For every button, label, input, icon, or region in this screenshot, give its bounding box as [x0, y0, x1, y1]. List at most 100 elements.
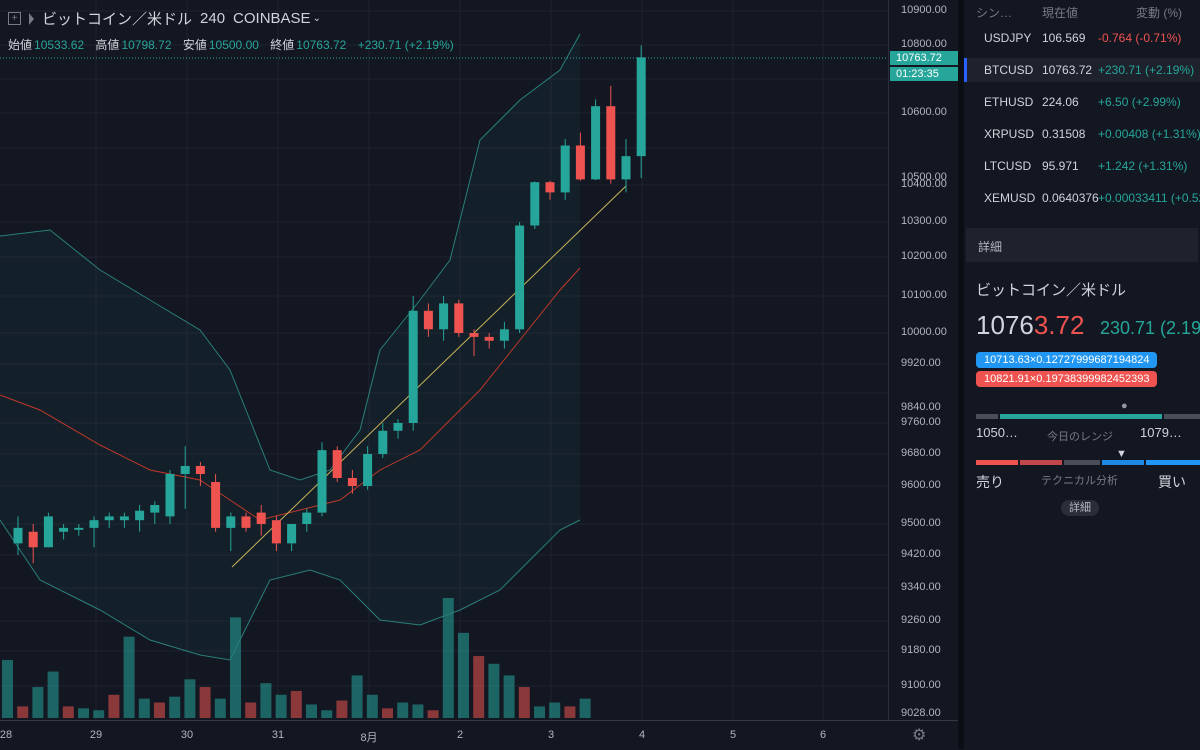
candle-body: [195, 466, 205, 474]
watchlist-row[interactable]: BTCUSD 10763.72 +230.71 (+2.19%): [964, 58, 1200, 82]
change-value: +230.71 (+2.19%): [357, 38, 454, 52]
close-value: 10763.72: [296, 38, 347, 52]
chart-pane[interactable]: + ビットコイン／米ドル 240 COINBASE ⌄ 始値 10533.62 高…: [0, 0, 888, 720]
close-label: 終値: [270, 38, 295, 52]
volume-bar: [260, 683, 272, 718]
volume-bar: [382, 708, 393, 718]
volume-bar: [93, 710, 105, 718]
last-price-tag: 10763.72: [890, 51, 958, 65]
volume-bar: [579, 698, 591, 718]
volume-bar: [534, 706, 545, 718]
watchlist-row[interactable]: LTCUSD 95.971 +1.242 (+1.31%): [964, 154, 1200, 178]
volume-bar: [199, 687, 211, 718]
volume-bar: [397, 702, 409, 718]
candle-body: [469, 333, 479, 337]
price-tick: 9680.00: [901, 447, 941, 459]
candle-body: [423, 310, 433, 330]
col-symbol[interactable]: シン…: [976, 6, 1013, 20]
details-button[interactable]: 詳細: [1061, 500, 1099, 516]
volume-bar: [184, 679, 196, 718]
candle-body: [347, 478, 357, 486]
panel-divider[interactable]: [958, 0, 964, 749]
price-tick: 10400.00: [901, 178, 947, 190]
tech-label: テクニカル分析: [1041, 475, 1118, 487]
chevron-down-icon[interactable]: ⌄: [312, 13, 321, 24]
time-label: 6: [819, 729, 827, 741]
candle-body: [180, 466, 190, 474]
open-label: 始値: [8, 38, 33, 52]
watchlist-row[interactable]: XRPUSD 0.31508 +0.00408 (+1.31%): [964, 122, 1200, 146]
volume-bar: [108, 694, 120, 718]
candle-body: [317, 450, 327, 513]
candle-body: [271, 520, 281, 544]
time-label: 2: [456, 729, 464, 741]
volume-bar: [214, 698, 226, 718]
flag-icon[interactable]: [29, 12, 34, 25]
candle-body: [408, 310, 418, 423]
exchange-label[interactable]: COINBASE: [233, 10, 311, 27]
price-tick: 9760.00: [901, 416, 941, 428]
low-value: 10500.00: [208, 38, 259, 52]
candle-body: [621, 156, 631, 180]
details-symbol-name: ビットコイン／米ドル: [976, 282, 1127, 299]
candle-body: [74, 527, 84, 530]
open-value: 10533.62: [34, 38, 85, 52]
low-label: 安値: [182, 38, 207, 52]
candle-body: [636, 57, 646, 157]
candle-body: [28, 531, 38, 548]
volume-bar: [169, 696, 181, 718]
watchlist-symbol: USDJPY: [984, 31, 1032, 45]
volume-bar: [78, 708, 89, 718]
details-header[interactable]: 詳細: [966, 228, 1198, 262]
time-label: 5: [729, 729, 737, 741]
col-change[interactable]: 変動 (%): [1136, 6, 1182, 20]
volume-bar: [290, 690, 302, 718]
symbol-title[interactable]: ビットコイン／米ドル: [42, 11, 193, 28]
ask-badge: 10821.91×0.19738399982452393: [976, 371, 1158, 387]
watchlist-row[interactable]: ETHUSD 224.06 +6.50 (+2.99%): [964, 90, 1200, 114]
price-tick: 10500.00: [901, 171, 947, 183]
watchlist-last: 95.971: [1042, 159, 1079, 173]
price-chart[interactable]: [0, 0, 888, 720]
price-tick: 10100.00: [901, 289, 947, 301]
bid-badge: 10713.63×0.12727999687194824: [976, 352, 1158, 368]
volume-bar: [336, 700, 348, 718]
price-tick: 10900.00: [901, 4, 947, 16]
candle-body: [135, 510, 145, 521]
plus-square-icon[interactable]: +: [8, 12, 21, 25]
candle-body: [287, 524, 297, 544]
range-label: 今日のレンジ: [1047, 431, 1113, 443]
volume-bar: [488, 663, 500, 718]
volume-bar: [154, 702, 165, 718]
time-axis[interactable]: ⚙ 28 29 30 31 8月 2 3 4 5 6: [0, 720, 958, 750]
candle-body: [119, 516, 129, 521]
gear-icon[interactable]: ⚙: [912, 727, 927, 744]
bollinger-fill: [0, 34, 580, 660]
details-change: 230.71 (2.19%): [1100, 318, 1200, 338]
watchlist-last: 106.569: [1042, 31, 1086, 45]
volume-bar: [2, 659, 13, 718]
price-tick: 9600.00: [901, 479, 941, 491]
trend-line: [231, 185, 627, 568]
volume-bar: [230, 617, 241, 718]
candle-body: [484, 336, 494, 341]
interval-label[interactable]: 240: [200, 10, 226, 27]
price-axis[interactable]: 10900.0010800.0010700.0010600.0010500.00…: [888, 0, 959, 720]
watchlist-row[interactable]: XEMUSD 0.0640376+0.00033411 (+0.52%): [964, 186, 1200, 210]
candle-body: [363, 454, 373, 486]
time-label: 3: [547, 729, 555, 741]
candle-body: [499, 329, 509, 341]
price-tick: 9840.00: [901, 401, 941, 413]
time-label: 4: [638, 729, 646, 741]
watchlist-row[interactable]: USDJPY 106.569 -0.764 (-0.71%): [964, 26, 1200, 50]
buy-label: 買い: [1158, 474, 1186, 490]
bollinger-upper: [0, 33, 581, 481]
volume-bar: [442, 598, 454, 718]
price-tail: 3.72: [1033, 310, 1085, 340]
volume-bar: [275, 694, 287, 718]
volume-bar: [458, 632, 469, 718]
col-last[interactable]: 現在値: [1042, 6, 1079, 20]
price-tick: 9100.00: [901, 679, 941, 691]
price-tick: 9260.00: [901, 614, 941, 626]
volume-bar: [473, 656, 485, 718]
